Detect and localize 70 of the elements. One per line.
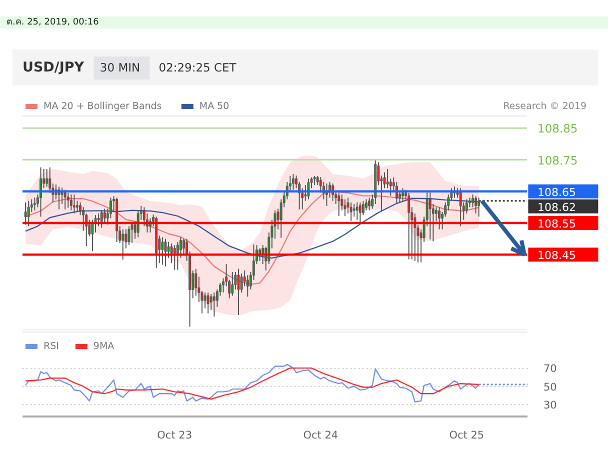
candlestick [212, 292, 216, 318]
x-tick-label: Oct 23 [157, 430, 192, 442]
candlestick [386, 168, 389, 189]
y-tick-label: 50 [544, 381, 557, 394]
candlestick [428, 192, 432, 240]
candlestick [474, 196, 478, 214]
candlestick [91, 219, 94, 252]
candlestick [352, 204, 356, 218]
chart-title: USD/JPY [22, 60, 84, 76]
text: Research © 2019 [503, 101, 587, 112]
candlestick [27, 200, 30, 227]
candlestick [66, 192, 70, 208]
candlestick [204, 292, 206, 309]
text: 02:29:25 CET [158, 60, 238, 74]
candlestick [472, 194, 474, 208]
legend-label: MA 20 + Bollinger Bands [44, 101, 162, 112]
ref-line-label: 108.65 [538, 186, 576, 199]
candlestick [103, 208, 106, 224]
candlestick [313, 175, 316, 186]
x-tick-label: Oct 24 [303, 430, 338, 442]
candlestick [358, 202, 362, 224]
candlestick [167, 241, 170, 258]
text: ต.ค. 25, 2019, 00:16 [6, 18, 100, 28]
candlestick [240, 273, 243, 294]
candlestick [459, 188, 462, 227]
candlestick [237, 268, 240, 316]
candlestick [176, 241, 179, 270]
candlestick [402, 188, 404, 202]
candlestick [304, 184, 307, 202]
candlestick [76, 200, 78, 212]
candlestick [365, 198, 368, 211]
ref-line-label: 108.85 [538, 122, 578, 136]
candlestick [478, 197, 480, 218]
candlestick [368, 197, 371, 211]
candlestick [438, 206, 441, 230]
candlestick [292, 173, 294, 190]
legend-label: 9MA [93, 341, 115, 352]
candlestick [338, 192, 340, 217]
candlestick [350, 202, 352, 222]
candlestick [128, 226, 130, 246]
chart-subtitle: 30 MIN [100, 60, 140, 74]
candlestick [122, 228, 124, 260]
ref-line-label: 108.62 [538, 200, 576, 214]
candlestick [130, 222, 134, 244]
candlestick [161, 236, 164, 266]
ref-line-label: 108.55 [538, 218, 576, 230]
y-tick-label: 30 [544, 400, 557, 412]
candlestick [246, 274, 249, 298]
x-tick-label: Oct 25 [449, 430, 484, 442]
candlestick [231, 272, 234, 296]
ref-line-label: 108.75 [538, 153, 578, 168]
candlestick [72, 194, 76, 214]
y-tick-label: 70 [544, 363, 557, 376]
candlestick [325, 182, 328, 206]
candlestick [97, 213, 100, 227]
legend-label: RSI [44, 341, 59, 352]
candlestick [40, 166, 42, 218]
candlestick [206, 292, 210, 314]
candlestick [70, 194, 72, 211]
ref-line-label: 108.45 [538, 249, 576, 262]
candlestick [173, 244, 176, 270]
candlestick [24, 202, 27, 226]
legend-label: MA 50 [199, 101, 230, 112]
candlestick [408, 192, 410, 260]
candlestick [344, 198, 346, 217]
candlestick [164, 238, 167, 267]
candlestick [33, 197, 36, 211]
candlestick [356, 202, 358, 220]
candlestick [46, 168, 48, 188]
candlestick [100, 210, 103, 228]
